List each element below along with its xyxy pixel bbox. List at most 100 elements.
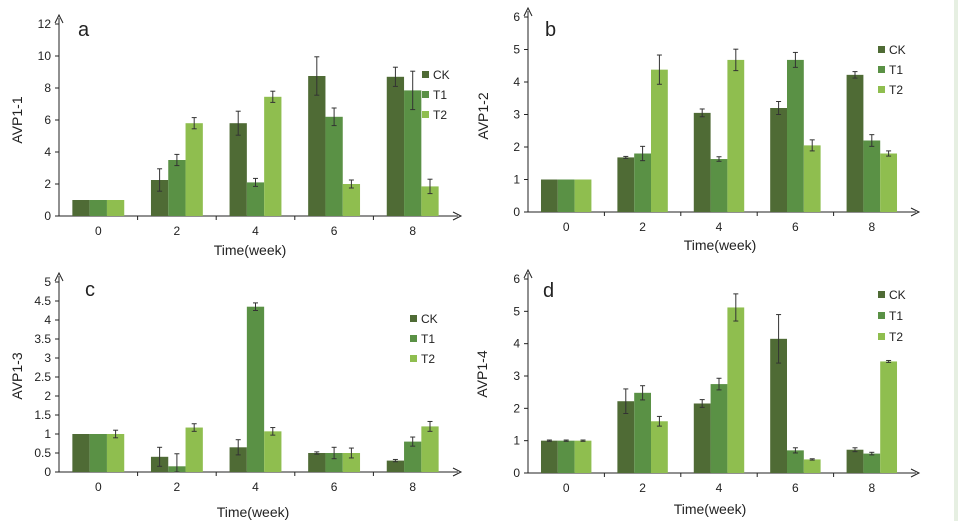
x-axis-label: Time(week) <box>217 504 290 520</box>
bar-t1 <box>246 306 265 472</box>
x-tick-label: 4 <box>716 481 723 495</box>
bar-ck <box>617 157 635 212</box>
y-tick-label: 6 <box>44 113 51 127</box>
error-bar-ck <box>852 447 858 453</box>
bar-t2 <box>421 186 439 216</box>
error-bar-t2 <box>656 54 662 85</box>
bar-t1 <box>89 434 107 472</box>
y-tick-label: 3 <box>513 369 520 383</box>
error-bar-t2 <box>886 150 892 157</box>
error-bar-t2 <box>113 429 119 439</box>
bar-t2 <box>264 96 282 216</box>
bar-t1 <box>557 440 575 473</box>
y-tick-label: 5 <box>513 304 520 318</box>
legend-label-t1: T1 <box>889 63 903 77</box>
x-tick-label: 0 <box>95 224 102 238</box>
bar-t1 <box>89 200 107 216</box>
y-tick-label: 2 <box>513 401 520 415</box>
bar-t1 <box>863 453 881 473</box>
x-tick-label: 8 <box>409 224 416 238</box>
legend-swatch-ck <box>878 46 885 53</box>
error-bar-ck <box>392 66 398 87</box>
x-axis-label: Time(week) <box>214 242 287 258</box>
bar-t2 <box>342 453 361 472</box>
bar-t1 <box>246 182 265 216</box>
error-bar-t1 <box>174 453 180 473</box>
bar-t2 <box>574 440 592 473</box>
error-bar-t2 <box>733 48 739 72</box>
y-axis-label: AVP1-4 <box>474 350 490 397</box>
error-bar-t1 <box>563 439 569 442</box>
y-tick-label: 5 <box>44 275 51 289</box>
error-bar-t2 <box>270 427 276 436</box>
bar-ck <box>308 453 326 472</box>
error-bar-t1 <box>716 377 722 391</box>
x-axis-label: Time(week) <box>684 237 757 253</box>
legend-swatch-ck <box>410 315 417 322</box>
y-tick-label: 5 <box>513 43 520 57</box>
bar-ck <box>770 338 787 473</box>
error-bar-ck <box>852 71 858 79</box>
bar-ck <box>72 434 90 472</box>
legend-swatch-t2 <box>878 86 885 93</box>
error-bar-ck <box>157 168 163 192</box>
y-tick-label: 4 <box>44 145 51 159</box>
bar-ck <box>846 449 864 473</box>
error-bar-ck <box>623 155 629 159</box>
bar-t2 <box>651 421 668 473</box>
legend-swatch-t2 <box>422 111 429 118</box>
bar-ck <box>229 447 247 472</box>
x-tick-label: 6 <box>792 220 799 234</box>
bar-ck <box>693 112 711 212</box>
x-tick-label: 0 <box>563 481 570 495</box>
bar-t2 <box>727 307 745 473</box>
error-bar-ck <box>235 110 241 136</box>
panel-letter: a <box>78 19 90 41</box>
y-tick-label: 0.5 <box>34 446 51 460</box>
error-bar-t2 <box>656 415 662 427</box>
bar-ck <box>617 401 635 473</box>
bar-ck <box>770 108 787 212</box>
y-tick-label: 2 <box>44 177 51 191</box>
y-tick-label: 4 <box>513 75 520 89</box>
error-bar-t1 <box>640 385 646 401</box>
y-tick-label: 6 <box>513 272 520 286</box>
error-bar-ck <box>776 101 782 115</box>
bar-ck <box>386 76 405 216</box>
legend-label-t1: T1 <box>421 332 435 346</box>
bar-ck <box>846 74 864 212</box>
x-axis-arrow <box>910 207 921 217</box>
bar-t2 <box>342 184 361 216</box>
x-tick-label: 6 <box>331 224 338 238</box>
error-bar-t1 <box>792 51 798 68</box>
error-bar-t1 <box>174 153 180 167</box>
y-tick-label: 3.5 <box>34 332 51 346</box>
error-bar-t1 <box>331 107 337 127</box>
bar-t1 <box>325 453 343 472</box>
error-bar-t2 <box>733 293 739 322</box>
error-bar-t1 <box>331 446 337 460</box>
error-bar-t1 <box>792 447 798 454</box>
legend-label-ck: CK <box>433 68 450 82</box>
y-tick-label: 4 <box>513 337 520 351</box>
error-bar-t1 <box>640 145 646 162</box>
panel-letter: c <box>85 279 95 301</box>
error-bar-t2 <box>580 439 586 442</box>
error-bar-t2 <box>348 179 354 189</box>
error-bar-ck <box>157 446 163 467</box>
y-tick-label: 4 <box>44 313 51 327</box>
legend-label-ck: CK <box>889 288 906 302</box>
right-border <box>954 0 958 521</box>
y-tick-label: 0 <box>513 205 520 219</box>
error-bar-t2 <box>809 458 815 461</box>
bar-t2 <box>803 145 821 212</box>
error-bar-t1 <box>253 302 258 311</box>
legend-label-t2: T2 <box>421 352 435 366</box>
error-bar-ck <box>235 439 241 456</box>
x-tick-label: 2 <box>174 224 181 238</box>
x-tick-label: 4 <box>716 220 723 234</box>
legend-swatch-ck <box>878 291 885 298</box>
bar-t2 <box>106 200 125 216</box>
